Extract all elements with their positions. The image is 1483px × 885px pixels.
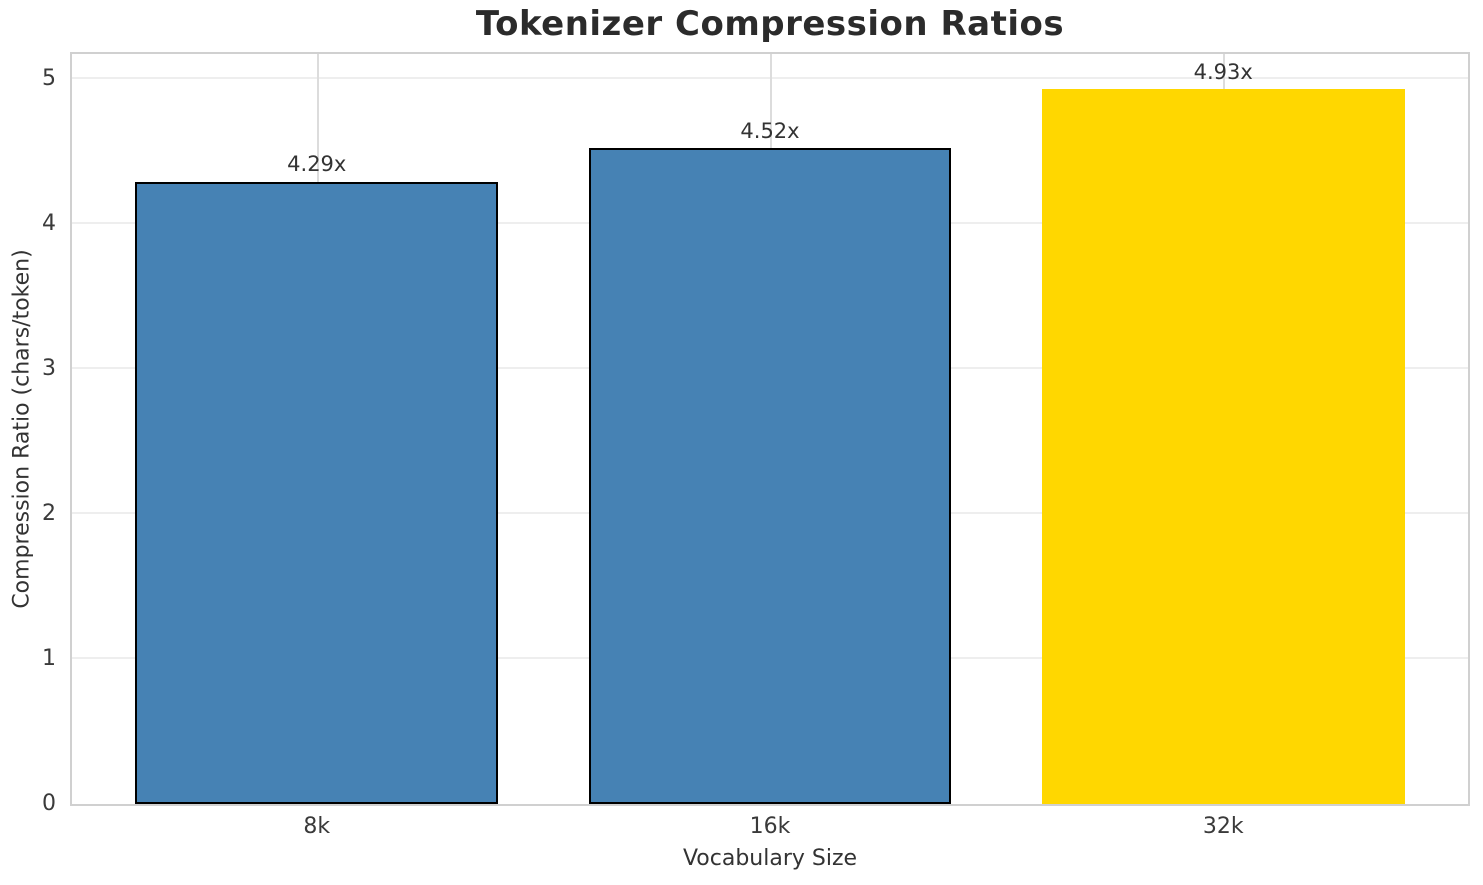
x-tick-label: 16k [749,814,791,839]
bar-value-label: 4.29x [287,152,347,177]
y-tick-label: 3 [42,355,56,381]
y-tick-label: 5 [42,65,56,91]
bar-16k [588,148,952,804]
bar-32k [1041,88,1405,804]
y-tick-label: 4 [42,210,56,236]
bar-value-label: 4.52x [740,119,800,144]
plot-area: 4.29x 4.52x 4.93x 0 1 2 3 4 5 8k 16k 32k [42,52,1470,838]
y-tick-label: 1 [42,645,56,671]
x-axis-label: Vocabulary Size [682,846,858,871]
x-tick-label: 32k [1202,814,1244,839]
bar-8k [135,181,499,804]
y-axis-label: Compression Ratio (chars/token) [9,249,35,609]
y-tick-label: 0 [42,791,56,816]
y-tick-label: 2 [42,500,56,526]
x-tick-label: 8k [303,814,331,839]
chart-title: Tokenizer Compression Ratios [475,4,1065,44]
bar-value-label: 4.93x [1193,59,1253,84]
